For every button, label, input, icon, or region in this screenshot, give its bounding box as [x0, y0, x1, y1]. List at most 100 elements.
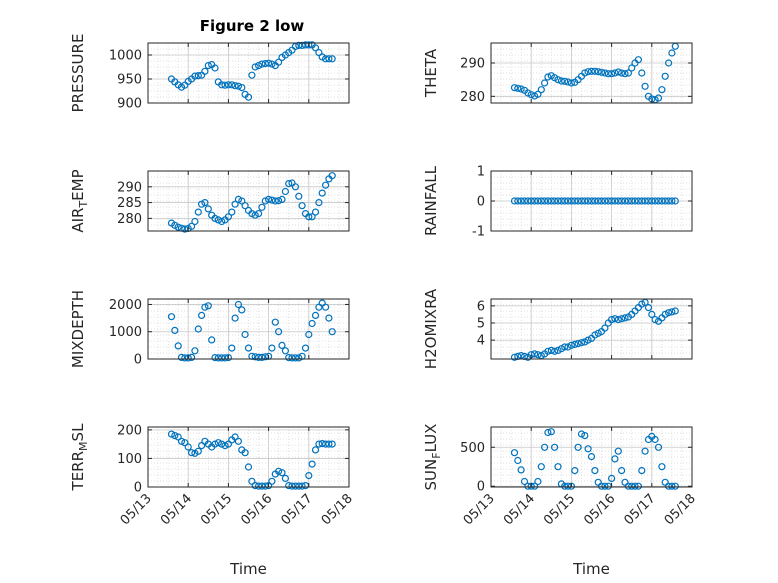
data-point: [255, 482, 263, 490]
data-point: [295, 482, 303, 490]
data-point: [265, 195, 273, 203]
data-point: [268, 196, 276, 204]
data-point: [194, 71, 202, 80]
grid: [491, 427, 692, 487]
data-point: [184, 354, 192, 362]
data-point: [234, 437, 242, 445]
data-series: [510, 428, 679, 490]
data-point: [644, 197, 653, 205]
data-point: [607, 474, 616, 482]
data-point: [661, 72, 669, 80]
data-point: [661, 310, 669, 318]
data-point: [218, 81, 226, 89]
data-point: [658, 463, 666, 471]
data-point: [285, 354, 293, 362]
data-point: [244, 344, 253, 352]
data-point: [537, 197, 545, 205]
data-point: [311, 44, 320, 52]
data-point: [621, 70, 629, 78]
axes-box: [490, 426, 693, 488]
data-series: [510, 298, 679, 361]
data-point: [194, 447, 202, 455]
data-point: [268, 344, 276, 352]
data-point: [530, 350, 539, 358]
data-point: [611, 69, 619, 77]
data-point: [668, 197, 676, 205]
data-point: [601, 197, 609, 205]
data-point: [278, 195, 286, 203]
data-point: [241, 330, 249, 339]
data-point: [258, 203, 266, 211]
data-point: [654, 443, 663, 451]
data-point: [628, 197, 636, 205]
data-point: [550, 443, 559, 451]
y-tick-label: 0: [477, 195, 485, 210]
data-point: [671, 307, 679, 315]
data-series: [167, 299, 336, 362]
data-point: [634, 197, 643, 205]
data-point: [231, 314, 239, 322]
grid: [148, 171, 349, 231]
data-point: [574, 197, 582, 205]
data-point: [315, 440, 323, 448]
data-point: [308, 460, 316, 468]
y-axis-label: PRESSURE: [69, 34, 87, 113]
data-point: [617, 69, 626, 77]
data-point: [641, 197, 649, 205]
data-point: [587, 453, 596, 461]
data-point: [194, 208, 202, 216]
axes-box: [147, 426, 350, 488]
data-point: [224, 440, 232, 448]
data-point: [597, 197, 606, 205]
data-point: [567, 341, 576, 349]
data-point: [604, 70, 612, 78]
data-point: [634, 482, 643, 490]
data-point: [614, 447, 622, 455]
subplot-theta: 280 290 THETA: [422, 42, 693, 105]
y-axis-label: TERRMSL: [69, 423, 90, 492]
y-axis-label: H2OMIXRA: [422, 288, 440, 369]
data-point: [305, 213, 313, 221]
data-point: [318, 189, 326, 197]
data-point: [325, 314, 333, 322]
data-point: [581, 432, 589, 440]
data-point: [591, 67, 599, 75]
y-tick-label: 950: [117, 73, 142, 88]
y-tick-label: 0: [134, 353, 142, 368]
data-point: [251, 353, 259, 361]
data-point: [591, 467, 599, 475]
subplot-h2omixra: 4 5 6 H2OMIXRA: [422, 288, 693, 369]
data-point: [285, 180, 293, 188]
data-point: [527, 91, 535, 99]
data-point: [291, 354, 299, 362]
data-point: [211, 64, 219, 72]
data-point: [621, 314, 629, 322]
data-point: [171, 432, 179, 440]
data-point: [664, 197, 673, 205]
data-point: [671, 482, 679, 490]
data-point: [248, 71, 256, 79]
data-point: [607, 197, 616, 205]
data-point: [171, 326, 179, 334]
data-point: [550, 347, 559, 355]
data-point: [614, 197, 622, 205]
data-point: [648, 310, 656, 318]
data-point: [611, 455, 619, 463]
grid: [491, 43, 692, 103]
data-point: [301, 344, 310, 352]
data-point: [244, 463, 253, 471]
data-point: [251, 211, 259, 219]
y-axis-label: AIRTEMP: [69, 169, 90, 232]
data-point: [167, 313, 176, 321]
data-point: [204, 61, 212, 70]
data-point: [597, 68, 606, 76]
axes-box: [490, 298, 693, 360]
data-point: [631, 482, 639, 490]
data-point: [281, 347, 289, 355]
data-point: [204, 205, 212, 213]
data-point: [174, 223, 182, 231]
data-point: [554, 197, 562, 205]
y-tick-label: 0: [134, 481, 142, 496]
data-point: [638, 467, 646, 475]
